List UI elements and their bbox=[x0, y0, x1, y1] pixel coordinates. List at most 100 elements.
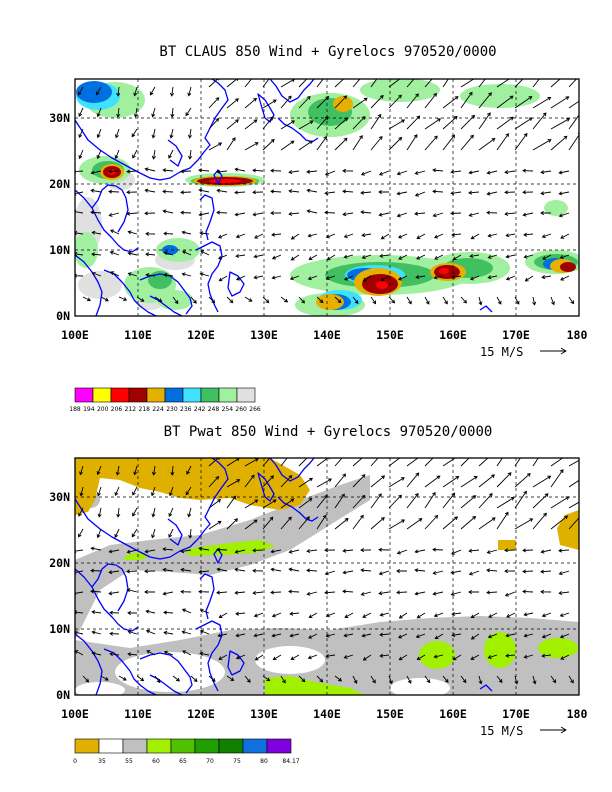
wind-vector bbox=[370, 94, 384, 109]
wind-vector bbox=[442, 96, 459, 109]
claus-title: BT CLAUS 850 Wind + Gyrelocs 970520/0000 bbox=[159, 44, 496, 60]
wind-vector bbox=[442, 134, 456, 151]
wind-vector bbox=[568, 459, 579, 467]
wind-vector bbox=[559, 254, 570, 260]
wind-vector bbox=[343, 654, 354, 659]
wind-vector bbox=[550, 469, 564, 488]
wind-vector bbox=[361, 254, 372, 259]
wind-vector bbox=[262, 458, 271, 467]
wind-vector bbox=[262, 138, 275, 151]
wind-vector bbox=[244, 519, 258, 530]
wind-vector bbox=[522, 212, 534, 217]
wind-vector bbox=[253, 254, 264, 259]
wind-vector bbox=[487, 233, 498, 238]
wind-vector bbox=[95, 86, 102, 96]
wind-vector bbox=[460, 675, 467, 684]
wind-vector bbox=[433, 612, 444, 618]
wind-vector bbox=[342, 168, 354, 173]
wind-vector bbox=[298, 675, 306, 683]
wind-vector bbox=[532, 493, 549, 509]
pwat-moisture-field bbox=[75, 458, 579, 695]
wind-vector bbox=[550, 118, 571, 130]
pwat-lat-labels: 0N 10N 20N 30N bbox=[49, 490, 70, 702]
wind-vector bbox=[406, 296, 412, 305]
lon-label: 170E bbox=[502, 328, 530, 342]
wind-vector bbox=[271, 275, 282, 280]
wind-vector bbox=[496, 296, 502, 305]
wind-vector bbox=[558, 590, 570, 596]
wind-vector bbox=[523, 232, 534, 237]
wind-vector bbox=[82, 675, 90, 683]
colorbar-swatch bbox=[128, 387, 148, 403]
wind-vector bbox=[316, 494, 328, 509]
wind-vector bbox=[550, 135, 568, 151]
claus-lat-labels: 0N 10N 20N 30N bbox=[49, 111, 70, 323]
wind-vector bbox=[185, 107, 192, 117]
wind-vector bbox=[288, 211, 300, 216]
wind-vector bbox=[163, 272, 174, 278]
colorbar-swatch bbox=[242, 738, 268, 754]
lon-label: 160E bbox=[439, 328, 467, 342]
wind-vector bbox=[90, 568, 102, 573]
wind-vector bbox=[432, 168, 444, 173]
wind-vector bbox=[370, 517, 385, 530]
wind-vector bbox=[234, 567, 246, 572]
wind-vector bbox=[506, 612, 516, 618]
pwat-reference-vector: 15 M/S bbox=[480, 724, 567, 738]
wind-vector bbox=[90, 546, 102, 551]
wind-vector bbox=[162, 547, 174, 552]
wind-vector bbox=[406, 472, 420, 488]
wind-vector bbox=[180, 169, 192, 174]
wind-vector bbox=[514, 518, 534, 530]
wind-vector bbox=[325, 233, 336, 239]
wind-vector bbox=[262, 516, 274, 530]
lon-label: 100E bbox=[61, 707, 89, 721]
wind-vector bbox=[451, 611, 462, 616]
wind-vector bbox=[542, 254, 552, 260]
wind-vector bbox=[424, 675, 431, 684]
wind-vector bbox=[468, 190, 480, 195]
wind-vector bbox=[244, 142, 259, 151]
wind-vector bbox=[550, 79, 561, 88]
wind-vector bbox=[559, 633, 570, 639]
wind-vector bbox=[344, 275, 354, 281]
wind-vector bbox=[96, 149, 102, 160]
pwat-wind-vectors bbox=[75, 458, 579, 685]
wind-vector bbox=[108, 189, 120, 194]
wind-vector bbox=[198, 569, 210, 574]
wind-vector bbox=[550, 675, 557, 684]
wind-vector bbox=[289, 611, 300, 616]
wind-vector bbox=[380, 275, 390, 282]
wind-vector bbox=[316, 95, 330, 109]
wind-vector bbox=[334, 296, 342, 304]
wind-vector bbox=[487, 633, 498, 639]
wind-vector bbox=[75, 630, 84, 635]
wind-vector bbox=[298, 79, 308, 88]
wind-vector bbox=[352, 116, 366, 130]
wind-vector bbox=[181, 608, 192, 614]
wind-vector bbox=[424, 92, 437, 109]
wind-vector bbox=[127, 630, 138, 635]
wind-vector bbox=[414, 549, 426, 554]
wind-vector bbox=[361, 233, 372, 238]
wind-vector bbox=[424, 514, 439, 530]
wind-vector bbox=[190, 675, 198, 682]
wind-vector bbox=[280, 458, 288, 467]
wind-vector bbox=[270, 189, 282, 194]
wind-vector bbox=[523, 633, 534, 638]
colorbar-label: 70 bbox=[206, 758, 214, 765]
wind-vector bbox=[316, 478, 332, 488]
wind-vector bbox=[252, 548, 264, 553]
wind-vector bbox=[324, 170, 336, 176]
pwat-map-frame bbox=[74, 457, 580, 696]
wind-vector bbox=[504, 591, 516, 597]
wind-vector bbox=[170, 107, 175, 118]
pwat-colorbar: 0 35 55 60 65 70 75 80 84.17 bbox=[73, 738, 300, 765]
wind-vector bbox=[96, 528, 102, 539]
wind-vector bbox=[145, 629, 156, 635]
lon-label: 100E bbox=[61, 328, 89, 342]
wind-vector bbox=[109, 652, 120, 657]
wind-vector bbox=[298, 477, 314, 488]
lon-label: 170E bbox=[502, 707, 530, 721]
wind-vector bbox=[360, 548, 372, 553]
